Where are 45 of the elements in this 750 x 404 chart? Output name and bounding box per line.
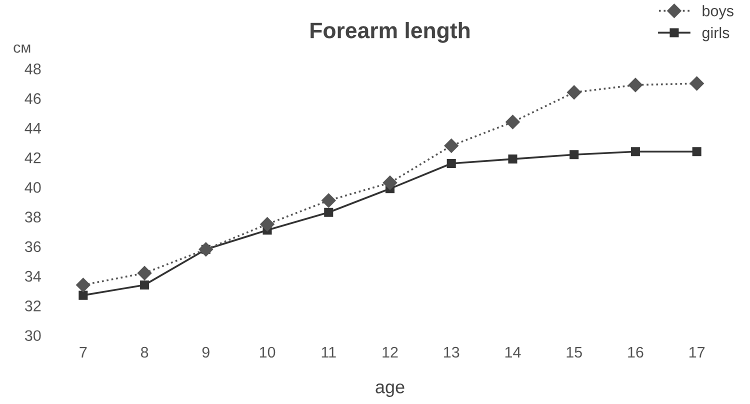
- x-tick-label: 9: [202, 346, 210, 358]
- point: [444, 138, 458, 153]
- y-tick-label: 38: [24, 212, 41, 222]
- point: [630, 147, 640, 156]
- legend-label: girls: [702, 26, 730, 42]
- y-tick-label: 48: [24, 64, 41, 74]
- y-axis-title: см: [14, 44, 30, 53]
- y-tick-label: 34: [24, 270, 41, 282]
- point: [382, 176, 398, 190]
- point: [76, 278, 90, 292]
- x-tick-label: 13: [444, 346, 460, 358]
- point: [260, 217, 274, 232]
- point: [198, 242, 213, 256]
- point: [690, 76, 704, 91]
- x-tick-label: 16: [628, 346, 644, 358]
- point: [692, 147, 702, 156]
- point: [140, 280, 150, 290]
- y-tick-label: 30: [24, 330, 41, 342]
- point: [322, 193, 336, 208]
- point: [324, 208, 334, 217]
- point: [137, 266, 152, 280]
- chart-title: Forearm length: [310, 22, 470, 43]
- x-tick-label: 10: [260, 346, 276, 358]
- point: [78, 290, 88, 300]
- point: [508, 154, 518, 164]
- x-tick-label: 14: [505, 346, 521, 358]
- x-axis-title: age: [376, 383, 404, 397]
- point: [567, 85, 582, 100]
- x-tick-label: 11: [322, 346, 336, 358]
- legend-label: boys: [702, 5, 734, 20]
- point: [506, 114, 520, 130]
- y-tick-label: 46: [24, 93, 41, 104]
- y-tick-label: 36: [24, 241, 41, 252]
- point: [628, 78, 643, 92]
- point: [446, 158, 456, 168]
- x-tick-label: 17: [689, 346, 705, 358]
- y-tick-label: 42: [24, 152, 41, 164]
- y-tick-label: 44: [24, 122, 41, 134]
- x-tick-label: 7: [80, 346, 87, 358]
- y-tick-label: 32: [24, 300, 41, 312]
- x-tick-label: 8: [140, 346, 148, 358]
- x-tick-label: 15: [566, 346, 582, 358]
- point: [570, 150, 579, 160]
- x-tick-label: 12: [382, 346, 398, 358]
- y-tick-label: 40: [24, 182, 41, 193]
